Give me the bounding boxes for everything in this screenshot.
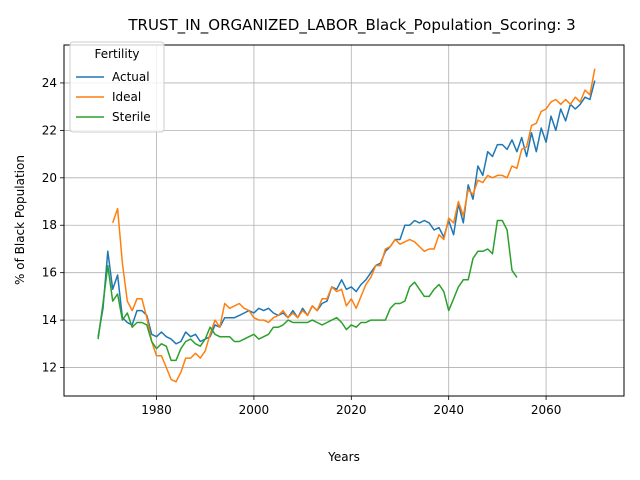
series-lines [97,68,596,383]
x-axis-title: Years [327,450,360,464]
x-axis-ticks: 1980 2000 2020 2040 2060 [141,396,561,417]
chart-title: TRUST_IN_ORGANIZED_LABOR_Black_Populatio… [127,16,575,35]
plot-area-frame [63,44,625,397]
legend-box [69,41,165,133]
x-tick-label: 2060 [531,403,562,417]
series-line-sterile [97,219,518,362]
series-line-actual [97,80,596,345]
legend-entries: Actual Ideal Sterile [76,70,151,124]
legend-label-ideal: Ideal [112,90,141,104]
y-tick-label: 16 [42,266,57,280]
y-tick-label: 18 [42,218,57,232]
y-tick-label: 12 [42,361,57,375]
y-tick-label: 22 [42,123,57,137]
legend-label-actual: Actual [112,70,150,84]
legend-label-sterile: Sterile [112,110,151,124]
series-line-ideal [111,68,596,383]
y-tick-label: 24 [42,76,57,90]
legend-title: Fertility [94,47,139,61]
x-tick-label: 1980 [141,403,172,417]
y-axis-ticks: 12 14 16 18 20 22 24 [42,76,64,375]
x-tick-label: 2020 [336,403,367,417]
y-axis-title: % of Black Population [13,155,27,285]
y-tick-label: 20 [42,171,57,185]
y-tick-label: 14 [42,313,57,327]
x-tick-label: 2000 [239,403,270,417]
legend: Fertility Actual Ideal Sterile [69,41,165,133]
x-tick-label: 2040 [433,403,464,417]
